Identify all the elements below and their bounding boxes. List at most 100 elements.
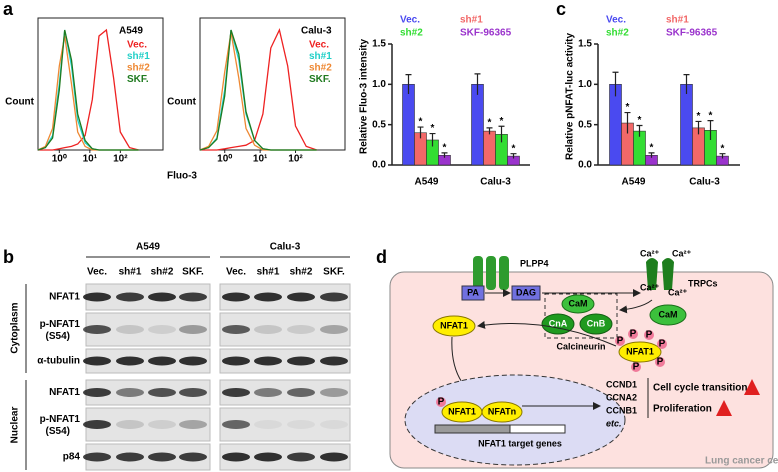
- x-tick-label: 10²: [113, 154, 128, 165]
- chart-title: A549: [119, 26, 143, 37]
- x-tick-label: 10⁰: [217, 154, 232, 165]
- error-bar: [441, 152, 448, 158]
- blot-group: A549: [136, 242, 160, 253]
- legend-label: sh#1: [460, 15, 483, 26]
- blot-band: [254, 388, 282, 397]
- lane-label: SKF.: [182, 267, 204, 278]
- legend-label: SKF.: [127, 74, 149, 85]
- x-tick-label: 10⁰: [52, 154, 67, 165]
- gene-name: CCNA2: [606, 392, 637, 402]
- blot-band: [116, 292, 144, 302]
- significance-mark: *: [697, 111, 701, 122]
- blot-band: [148, 420, 176, 429]
- bar: [471, 84, 484, 166]
- phosphate: P: [659, 339, 666, 350]
- phosphate: P: [657, 357, 664, 368]
- blot-band: [254, 292, 282, 302]
- error-bar: [417, 126, 424, 139]
- blot-band: [83, 292, 111, 302]
- cna-icon: [541, 313, 575, 335]
- ion: Ca²⁺: [668, 287, 688, 297]
- error-bar: [648, 152, 655, 158]
- x-axis-label: Fluo-3: [167, 171, 197, 182]
- lane-label: SKF.: [323, 267, 345, 278]
- blot-band: [320, 452, 348, 462]
- x-tick-label: 10¹: [83, 154, 98, 165]
- outcome: Cell cycle transition: [653, 383, 747, 394]
- blot-band: [148, 292, 176, 302]
- section-label: Nuclear: [10, 407, 21, 444]
- y-tick-label: 0.0: [578, 160, 592, 171]
- ion: Ca²⁺: [640, 248, 660, 258]
- blot-band: [116, 388, 144, 397]
- y-tick-label: 1.0: [372, 79, 386, 90]
- error-bar: [695, 120, 702, 135]
- significance-mark: *: [431, 123, 435, 134]
- significance-mark: *: [721, 143, 725, 154]
- substrate: PA: [467, 287, 479, 297]
- x-tick-label: 10¹: [253, 154, 268, 165]
- row-sublabel: (S54): [46, 426, 70, 437]
- phosphate: P: [630, 329, 637, 340]
- lane-label: sh#1: [257, 267, 280, 278]
- blot-band: [320, 325, 348, 334]
- row-label: p-NFAT1: [40, 319, 81, 330]
- cam-icon: [649, 304, 687, 326]
- row-sublabel: (S54): [46, 331, 70, 342]
- y-tick-label: 1.5: [372, 39, 386, 50]
- x-tick-label: 10²: [288, 154, 303, 165]
- y-axis-label: Count: [167, 97, 197, 108]
- legend-label: sh#2: [127, 63, 150, 74]
- significance-mark: *: [709, 110, 713, 121]
- blot-band: [148, 356, 176, 366]
- legend-label: sh#2: [309, 63, 332, 74]
- error-bar: [498, 125, 505, 143]
- blot-band: [287, 292, 315, 302]
- legend-label: sh#1: [309, 51, 332, 62]
- cam: CaM: [568, 298, 587, 308]
- blot-band: [148, 388, 176, 397]
- legend-label: sh#2: [400, 28, 423, 39]
- blot-band: [83, 420, 111, 429]
- significance-mark: *: [626, 102, 630, 113]
- blot-band: [148, 325, 176, 334]
- gene-name: CCND1: [606, 379, 637, 389]
- error-bar: [636, 124, 643, 137]
- ion: Ca²⁺: [672, 248, 692, 258]
- cna: CnA: [549, 318, 568, 328]
- error-bar: [683, 74, 690, 95]
- legend-label: SKF-96365: [460, 28, 512, 39]
- phosphate: P: [633, 362, 640, 373]
- row-label: NFAT1: [49, 387, 80, 398]
- legend-label: SKF.: [309, 74, 331, 85]
- significance-mark: *: [512, 143, 516, 154]
- blot-group: Calu-3: [270, 242, 301, 253]
- bar: [402, 84, 415, 166]
- panel-label: d: [376, 247, 387, 267]
- panel-label: c: [556, 0, 566, 19]
- error-bar: [486, 127, 493, 135]
- section-label: Cytoplasm: [10, 302, 21, 353]
- legend-label: sh#2: [606, 28, 629, 39]
- legend-label: Vec.: [127, 40, 147, 51]
- targets-label: NFAT1 target genes: [478, 438, 562, 448]
- blot-band: [148, 452, 176, 462]
- significance-mark: *: [488, 118, 492, 129]
- significance-mark: *: [443, 143, 447, 154]
- enzyme: PLPP4: [520, 258, 549, 268]
- blot-band: [222, 292, 250, 302]
- lane-label: Vec.: [226, 267, 246, 278]
- row-label: α-tubulin: [37, 356, 80, 367]
- phosphate: P: [617, 336, 624, 347]
- nfat: NFAT1: [626, 346, 654, 356]
- trpc-icon: [646, 258, 674, 290]
- blot-band: [222, 388, 250, 397]
- density-curve: [199, 29, 317, 151]
- legend-label: sh#1: [666, 15, 689, 26]
- pathway-diagram: PLPP4 PA DAG TRPCs Ca²⁺ Ca²⁺ Ca²⁺ Ca²⁺ C…: [389, 248, 778, 469]
- bar: [680, 84, 693, 166]
- pa-box: [461, 285, 485, 301]
- blot-band: [83, 356, 111, 366]
- density-curve: [37, 29, 139, 151]
- blot-band: [116, 356, 144, 366]
